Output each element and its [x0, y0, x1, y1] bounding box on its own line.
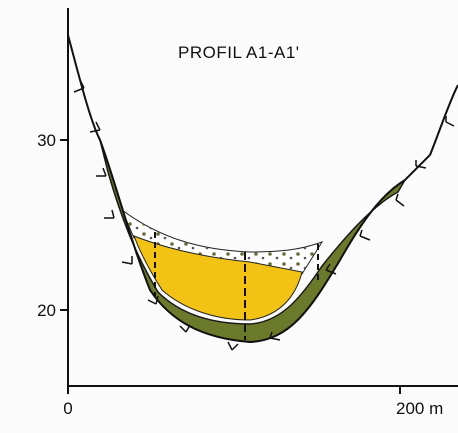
y-tick-label: 20	[37, 301, 56, 320]
x-tick-label: 200 m	[396, 399, 443, 418]
title: PROFIL A1-A1'	[178, 43, 300, 62]
ground-surface	[67, 34, 458, 344]
dotted-layer-texture	[122, 210, 322, 274]
x-tick-label: 0	[63, 399, 72, 418]
y-tick-label: 30	[37, 131, 56, 150]
yellow-layer	[133, 235, 303, 321]
hatch-marks	[73, 79, 455, 351]
